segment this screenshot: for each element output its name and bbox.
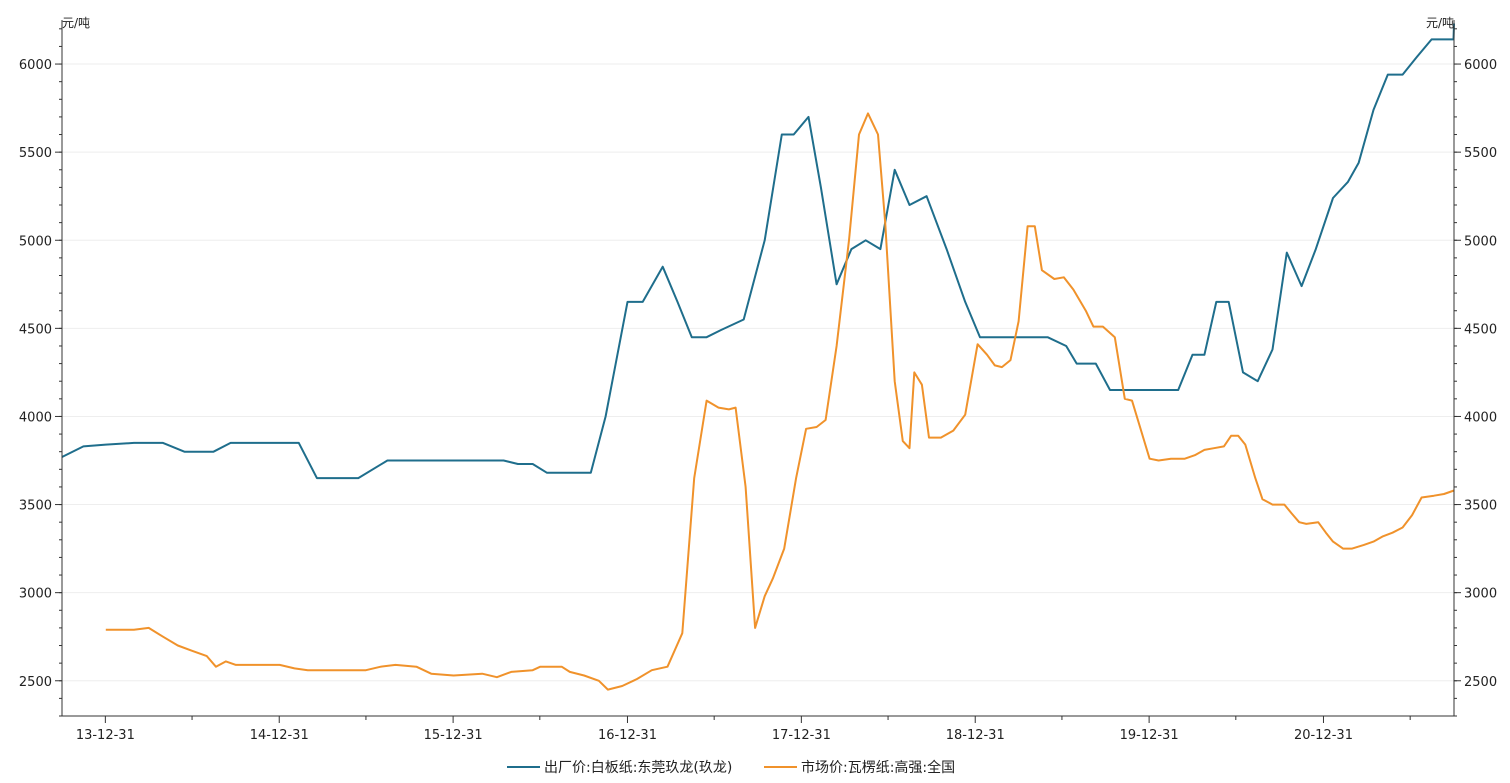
y-tick-label-left: 4500: [19, 322, 52, 337]
y-tick-label-right: 4000: [1464, 410, 1497, 425]
y-tick-label-right: 6000: [1464, 58, 1497, 73]
y-tick-label-right: 3500: [1464, 499, 1497, 514]
y-tick-label-right: 4500: [1464, 322, 1497, 337]
y-tick-label-left: 3000: [19, 587, 52, 602]
y-ticks: 2500 2500 3000 3000 3500 3500 4000 4000 4500 4500…: [19, 28, 1497, 717]
x-tick-label: 16-12-31: [598, 728, 657, 743]
y-tick-label-left: 3500: [19, 499, 52, 514]
y-tick-label-left: 4000: [19, 410, 52, 425]
series-line-1: [61, 23, 1455, 480]
series-layer: [61, 23, 1455, 691]
y-tick-label-left: 5500: [19, 146, 52, 161]
left-axis-unit: 元/吨: [62, 16, 90, 30]
x-tick-label: 13-12-31: [76, 728, 135, 743]
legend-label-series-1: 出厂价:白板纸:东莞玖龙(玖龙): [544, 760, 732, 776]
x-tick-label: 20-12-31: [1294, 728, 1353, 743]
y-tick-label-right: 2500: [1464, 675, 1497, 690]
y-tick-label-right: 3000: [1464, 587, 1497, 602]
right-axis-unit: 元/吨: [1426, 16, 1454, 30]
axes: [61, 20, 1455, 717]
series-line-2: [105, 112, 1455, 691]
x-ticks: 13-12-31 14-12-31 15-12-31 16-12-31 17-12-31…: [76, 716, 1411, 743]
x-tick-label: 15-12-31: [424, 728, 483, 743]
legend: 出厂价:白板纸:东莞玖龙(玖龙) 市场价:瓦楞纸:高强:全国: [507, 759, 955, 776]
y-tick-label-right: 5000: [1464, 234, 1497, 249]
legend-label-series-2: 市场价:瓦楞纸:高强:全国: [801, 759, 955, 776]
x-tick-label: 14-12-31: [250, 728, 309, 743]
y-tick-label-right: 5500: [1464, 146, 1497, 161]
x-tick-label: 19-12-31: [1120, 728, 1179, 743]
y-tick-label-left: 5000: [19, 234, 52, 249]
x-tick-label: 18-12-31: [946, 728, 1005, 743]
y-tick-label-left: 6000: [19, 58, 52, 73]
y-tick-label-left: 2500: [19, 675, 52, 690]
x-tick-label: 17-12-31: [772, 728, 831, 743]
grid: [62, 63, 1454, 682]
